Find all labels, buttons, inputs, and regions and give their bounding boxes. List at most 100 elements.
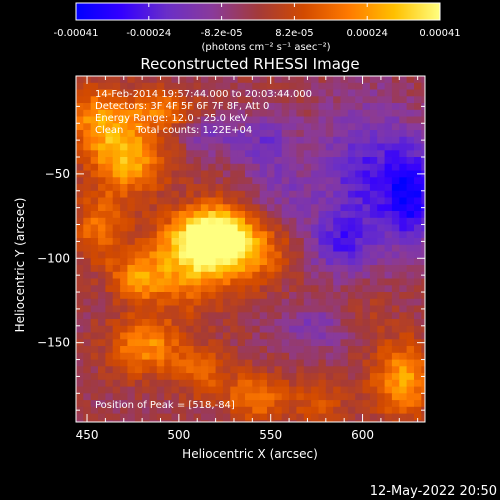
heatmap-cell [120,231,128,239]
heatmap-cell [142,136,150,145]
heatmap-cell [149,339,158,347]
heatmap-cell [406,352,415,361]
heatmap-cell [112,258,121,266]
heatmap-cell [377,244,386,253]
heatmap-cell [267,170,275,178]
heatmap-cell [230,400,239,408]
heatmap-cell [289,393,297,401]
heatmap-cell [76,184,84,192]
heatmap-cell [414,265,422,273]
heatmap-cell [274,352,283,361]
heatmap-cell [98,190,106,199]
heatmap-cell [76,386,84,394]
heatmap-cell [149,285,158,293]
heatmap-cell [355,379,364,388]
heatmap-cell [340,190,349,199]
heatmap-cell [325,285,334,293]
heatmap-cell [83,238,92,246]
heatmap-cell [369,184,378,192]
heatmap-cell [429,366,437,373]
heatmap-cell [222,177,231,185]
heatmap-cell [259,170,268,178]
heatmap-cell [208,400,217,408]
heatmap-cell [171,386,180,394]
heatmap-cell [318,89,327,97]
heatmap-cell [252,123,261,131]
heatmap-cell [112,312,121,320]
heatmap-cell [303,400,312,408]
heatmap-cell [377,136,386,145]
heatmap-cell [267,197,275,205]
heatmap-cell [369,244,378,253]
heatmap-cell [164,251,173,259]
heatmap-cell [347,265,356,273]
heatmap-cell [347,204,356,212]
heatmap-cell [142,319,150,327]
heatmap-cell [399,157,408,165]
heatmap-cell [149,231,158,239]
heatmap-cell [406,292,415,300]
heatmap-cell [98,184,106,192]
heatmap-cell [156,258,165,266]
heatmap-cell [230,319,239,327]
heatmap-cell [112,251,121,259]
heatmap-cell [245,386,253,394]
heatmap-cell [230,217,239,226]
heatmap-cell [311,103,319,111]
heatmap-cell [369,109,378,118]
heatmap-cell [303,190,312,199]
heatmap-cell [414,379,422,388]
heatmap-cell [311,427,319,434]
heatmap-cell [414,319,422,327]
heatmap-cell [391,366,400,374]
heatmap-cell [142,211,150,219]
heatmap-cell [340,339,349,347]
heatmap-cell [281,116,290,124]
heatmap-cell [149,184,158,192]
heatmap-cell [333,76,342,84]
heatmap-cell [230,157,239,165]
heatmap-cell [333,116,342,124]
heatmap-cell [296,285,305,293]
heatmap-cell [164,184,173,192]
heatmap-cell [178,413,187,421]
heatmap-cell [245,339,253,347]
heatmap-cell [392,427,400,434]
heatmap-cell [149,217,158,226]
heatmap-cell [369,413,378,421]
heatmap-cell [274,150,283,158]
heatmap-cell [267,319,275,327]
heatmap-cell [83,150,92,158]
heatmap-cell [429,312,437,319]
heatmap-cell [429,353,437,360]
heatmap-cell [186,366,195,374]
heatmap-cell [303,116,312,124]
heatmap-cell [333,339,342,347]
heatmap-cell [245,251,253,259]
heatmap-cell [222,258,231,266]
heatmap-cell [186,359,195,367]
heatmap-cell [98,211,106,219]
x-tick-label: 450 [76,428,99,442]
heatmap-cell [215,116,224,124]
heatmap-cell [259,103,268,111]
heatmap-cell [259,271,268,280]
heatmap-cell [237,170,246,178]
heatmap-cell [414,427,422,434]
heatmap-cell [120,400,128,408]
heatmap-cell [76,231,84,239]
heatmap-cell [105,143,114,151]
heatmap-cell [267,292,275,300]
heatmap-cell [105,96,114,104]
clean-counts-label: Clean Total counts: 1.22E+04 [95,125,252,136]
heatmap-cell [281,177,290,185]
heatmap-cell [178,285,187,293]
heatmap-cell [105,238,114,246]
heatmap-cell [178,177,187,185]
heatmap-cell [429,346,437,353]
heatmap-cell [105,298,114,307]
heatmap-cell [399,224,408,232]
heatmap-cell [98,103,106,111]
heatmap-cell [252,420,261,422]
heatmap-cell [267,251,275,259]
